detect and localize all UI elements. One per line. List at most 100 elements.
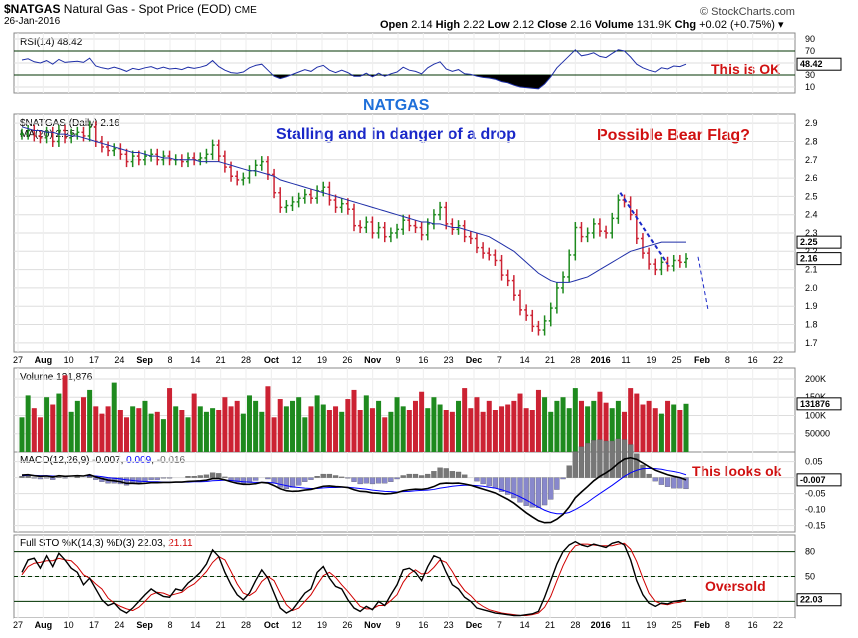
macd-hist-bar	[388, 477, 394, 482]
axis-tick-label: 70	[805, 46, 815, 56]
close-value: 2.16	[570, 19, 592, 31]
macd-hist-bar	[462, 474, 468, 478]
x-tick-label: 16	[418, 620, 428, 630]
macd-hist-bar	[166, 477, 173, 479]
volume-bar	[136, 408, 142, 452]
volume-bar	[560, 397, 566, 452]
price-last-label: 2.16	[800, 254, 818, 264]
volume-last-label: 131876	[800, 399, 830, 409]
x-tick-label: Nov	[364, 620, 381, 630]
volume-bar	[412, 400, 418, 452]
x-tick-label: 17	[89, 620, 99, 630]
chart-date: 26-Jan-2016	[4, 16, 61, 27]
macd-hist-bar	[412, 473, 419, 478]
macd-hist-bar	[652, 477, 658, 482]
macd-hist-bar	[369, 477, 376, 485]
volume-bar	[265, 386, 271, 452]
axis-tick-label: 2.1	[805, 265, 818, 275]
x-tick-label: 14	[190, 355, 200, 365]
volume-bar	[456, 400, 462, 452]
exchange: CME	[234, 5, 257, 16]
macd-hist-bar	[597, 439, 603, 478]
price-last-label-box	[796, 252, 842, 266]
x-tick-label: 8	[725, 620, 730, 630]
axis-tick-label: 200K	[805, 374, 826, 384]
volume-bar	[548, 411, 554, 452]
macd-hist-bar	[566, 465, 572, 478]
macd-hist-bar	[437, 467, 443, 478]
macd-hist-bar	[209, 472, 216, 478]
volume-bar	[117, 410, 123, 452]
macd-hist-bar	[56, 476, 62, 478]
volume-bar	[302, 417, 308, 452]
macd-hist-bar	[535, 477, 542, 509]
x-tick-label: 22	[773, 620, 783, 630]
macd-hist-bar	[314, 476, 320, 478]
macd-hist-bar	[375, 477, 382, 484]
ma20-line	[21, 126, 686, 283]
axis-tick-label: 1.9	[805, 301, 818, 311]
x-tick-label: 28	[570, 355, 580, 365]
axis-tick-label: 2.8	[805, 136, 818, 146]
macd-hist-bar	[74, 476, 80, 478]
x-tick-label: Aug	[35, 355, 53, 365]
x-tick-label: 17	[89, 355, 99, 365]
volume-bar	[591, 400, 597, 452]
macd-hist-bar	[50, 477, 56, 480]
volume-bar	[634, 393, 640, 452]
sto-k-line	[21, 540, 687, 617]
macd-hist-bar	[357, 477, 363, 485]
volume-bar	[382, 417, 388, 452]
axis-tick-label: 2.5	[805, 191, 818, 201]
macd-hist-bar	[252, 477, 259, 481]
macd-hist-bar	[541, 477, 548, 506]
x-tick-label: 21	[545, 620, 555, 630]
x-tick-label: 11	[621, 620, 630, 630]
x-tick-label: 12	[292, 355, 302, 365]
volume-bar	[449, 411, 455, 452]
macd-hist-bar	[136, 477, 142, 484]
volume-bar	[376, 400, 382, 452]
axis-tick-label: 50000	[805, 429, 830, 439]
x-tick-label: 16	[748, 355, 758, 365]
volume-bar	[56, 393, 62, 452]
axis-tick-label: 2.4	[805, 210, 818, 220]
x-tick-label: 28	[241, 355, 251, 365]
volume-bar	[99, 413, 105, 452]
volume-bar	[179, 410, 185, 452]
x-axis-band	[14, 618, 795, 630]
macd-hist-bar	[62, 477, 68, 479]
x-tick-label: 25	[672, 620, 682, 630]
volume-bar	[431, 397, 437, 452]
axis-tick-label: 10	[805, 82, 815, 92]
macd-hist-bar	[203, 474, 210, 478]
x-tick-label: Oct	[264, 620, 279, 630]
x-tick-label: 7	[497, 355, 502, 365]
sto-label: Full STO %K(14,3) %D(3) 22.03, 21.11	[20, 538, 193, 549]
volume-bar	[535, 389, 541, 452]
volume-bar	[425, 408, 431, 452]
watermark: © StockCharts.com	[700, 6, 795, 18]
macd-hist-bar	[480, 477, 486, 485]
volume-bar	[44, 397, 50, 452]
macd-hist-bar	[677, 477, 683, 489]
x-tick-label: Nov	[364, 355, 381, 365]
volume-bar	[363, 395, 369, 452]
volume-bar	[468, 408, 474, 452]
projected-drop-line	[697, 256, 709, 310]
volume-bar	[25, 395, 31, 452]
x-tick-label: 27	[13, 620, 23, 630]
macd-hist-bar	[148, 477, 154, 480]
axis-tick-label: -0.10	[805, 505, 826, 515]
volume-bar	[142, 400, 148, 452]
high-value: 2.22	[463, 19, 485, 31]
volume-bar	[357, 410, 363, 452]
ma-last-label: 2.25	[800, 237, 818, 247]
macd-hist-bar	[418, 475, 425, 478]
x-axis-band	[14, 353, 795, 365]
macd-hist-bar	[302, 477, 308, 482]
sto-last-label-box	[796, 593, 842, 607]
axis-tick-label: -0.15	[805, 521, 826, 531]
open-value: 2.14	[411, 19, 433, 31]
